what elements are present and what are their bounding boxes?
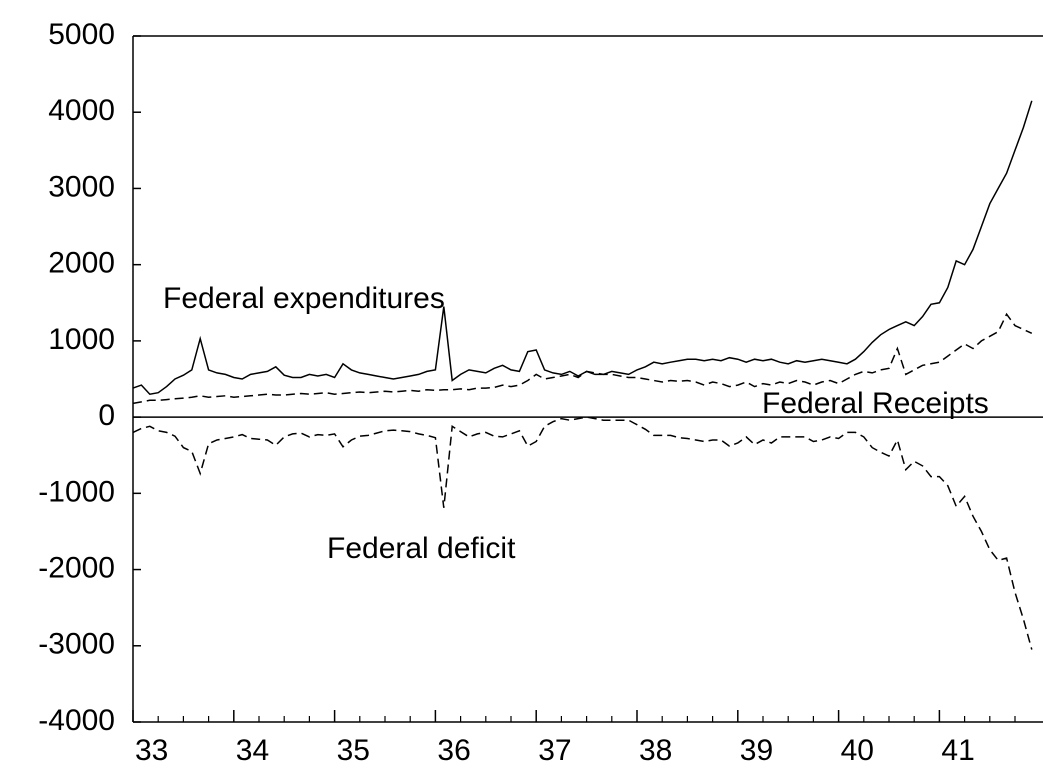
- y-tick-label: 4000: [48, 94, 115, 127]
- y-tick-label: -3000: [38, 628, 115, 661]
- x-tick-label: 36: [437, 734, 470, 767]
- x-tick-label: 33: [135, 734, 168, 767]
- y-tick-label: 5000: [48, 18, 115, 51]
- x-tick-label: 37: [538, 734, 571, 767]
- series-label: Federal deficit: [327, 532, 516, 565]
- x-tick-label: 40: [841, 734, 874, 767]
- y-tick-label: -1000: [38, 475, 115, 508]
- x-tick-label: 34: [236, 734, 269, 767]
- x-tick-label: 39: [740, 734, 773, 767]
- y-tick-label: 3000: [48, 170, 115, 203]
- series-label: Federal Receipts: [762, 387, 989, 420]
- series-label: Federal expenditures: [163, 282, 445, 315]
- x-tick-label: 41: [941, 734, 974, 767]
- series-line: [132, 312, 1033, 405]
- y-tick-label: 0: [98, 399, 115, 432]
- y-tick-label: 1000: [48, 323, 115, 356]
- y-tick-label: 2000: [48, 247, 115, 280]
- x-tick-label: 35: [337, 734, 370, 767]
- y-tick-label: -4000: [38, 704, 115, 737]
- series-line: [132, 100, 1033, 396]
- y-tick-label: -2000: [38, 551, 115, 584]
- series-line: [132, 416, 1033, 650]
- x-tick-label: 38: [639, 734, 672, 767]
